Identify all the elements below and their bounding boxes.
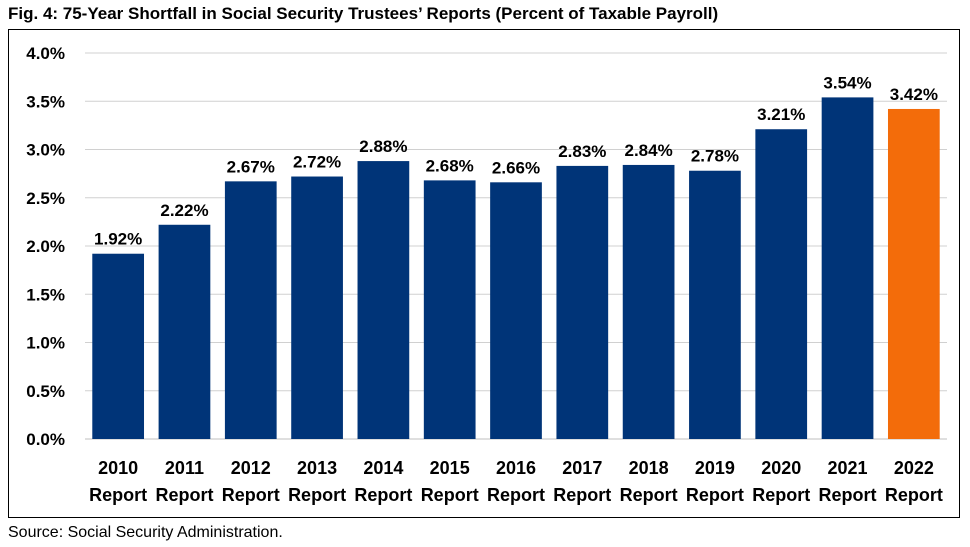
- x-tick-label: 2020: [761, 458, 801, 478]
- y-tick-label: 4.0%: [26, 44, 65, 63]
- bar: [423, 180, 476, 439]
- bar-chart: 0.0% 0.5% 1.0% 1.5% 2.0% 2.5% 3.0% 3.5% 4.0% 1.9…: [26, 44, 947, 505]
- data-label: 3.42%: [890, 85, 938, 104]
- x-tick-label: Report: [354, 485, 412, 505]
- x-tick-label: 2011: [165, 458, 204, 478]
- y-tick-label: 1.0%: [26, 334, 65, 353]
- chart-frame: 0.0% 0.5% 1.0% 1.5% 2.0% 2.5% 3.0% 3.5% 4.0% 1.9…: [8, 29, 960, 518]
- data-label: 2.78%: [691, 147, 739, 166]
- y-tick-label: 1.5%: [26, 285, 65, 304]
- data-label: 1.92%: [94, 230, 142, 249]
- x-tick-label: Report: [222, 485, 280, 505]
- bars: [92, 97, 940, 440]
- y-tick-label: 2.5%: [26, 189, 65, 208]
- y-axis-ticks: 0.0% 0.5% 1.0% 1.5% 2.0% 2.5% 3.0% 3.5% 4.0%: [26, 44, 65, 449]
- data-label: 2.72%: [293, 153, 341, 172]
- x-tick-label: Report: [620, 485, 678, 505]
- x-tick-label: 2014: [363, 458, 403, 478]
- data-label: 2.88%: [359, 137, 407, 156]
- data-label: 3.21%: [757, 105, 805, 124]
- x-tick-label: 2012: [231, 458, 271, 478]
- bar: [821, 97, 874, 439]
- data-label: 2.68%: [426, 156, 474, 175]
- x-tick-label: Report: [819, 485, 877, 505]
- bar: [291, 176, 343, 439]
- x-tick-label: 2019: [695, 458, 735, 478]
- y-tick-label: 0.5%: [26, 382, 65, 401]
- x-tick-label: Report: [686, 485, 744, 505]
- bar: [887, 108, 940, 439]
- x-tick-label: Report: [553, 485, 611, 505]
- chart-title: Fig. 4: 75-Year Shortfall in Social Secu…: [8, 4, 719, 23]
- bar: [622, 164, 675, 439]
- x-tick-label: 2010: [98, 458, 138, 478]
- x-tick-label: Report: [487, 485, 545, 505]
- data-label: 2.83%: [558, 142, 606, 161]
- bar: [92, 253, 145, 439]
- x-tick-label: 2021: [828, 458, 868, 478]
- bar: [158, 224, 211, 439]
- x-tick-label: Report: [155, 485, 213, 505]
- bar: [490, 182, 542, 439]
- bar: [755, 129, 808, 440]
- x-tick-label: Report: [89, 485, 147, 505]
- data-labels: 1.92% 2.22% 2.67% 2.72% 2.88% 2.68% 2.66% 2.83%…: [94, 73, 938, 248]
- bar: [556, 165, 609, 439]
- x-tick-label: Report: [421, 485, 479, 505]
- data-label: 2.67%: [227, 157, 275, 176]
- x-tick-label: 2017: [562, 458, 602, 478]
- x-tick-label: Report: [752, 485, 810, 505]
- data-label: 2.22%: [160, 201, 208, 220]
- bar: [224, 181, 277, 439]
- y-tick-label: 3.0%: [26, 141, 65, 160]
- x-tick-label: Report: [885, 485, 943, 505]
- data-label: 2.66%: [492, 158, 540, 177]
- x-tick-label: 2018: [629, 458, 669, 478]
- x-tick-label: 2013: [297, 458, 337, 478]
- x-axis-ticks: 2010 Report 2011 Report 2012 Report 2013 Report…: [89, 458, 943, 505]
- y-tick-label: 0.0%: [26, 430, 65, 449]
- bar: [689, 170, 741, 440]
- data-label: 3.54%: [823, 73, 871, 92]
- x-tick-label: 2015: [430, 458, 470, 478]
- bar: [357, 161, 410, 439]
- x-tick-label: Report: [288, 485, 346, 505]
- data-label: 2.84%: [625, 141, 673, 160]
- source-note: Source: Social Security Administration.: [8, 524, 283, 541]
- y-tick-label: 2.0%: [26, 237, 65, 256]
- y-tick-label: 3.5%: [26, 92, 65, 111]
- x-tick-label: 2022: [894, 458, 934, 478]
- x-tick-label: 2016: [496, 458, 536, 478]
